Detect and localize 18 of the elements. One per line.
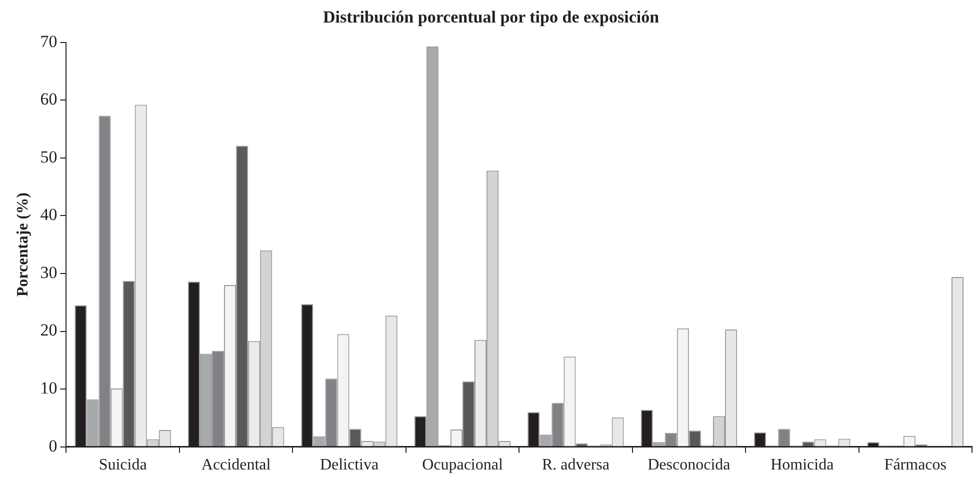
x-tick-label: Accidental: [201, 456, 272, 474]
y-tick-label: 30: [40, 262, 58, 282]
y-tick-label: 0: [48, 436, 58, 456]
y-tick-label: 40: [40, 205, 58, 224]
y-axis-title: Porcentaje (%): [14, 192, 32, 297]
x-tick-label: Homicida: [770, 456, 834, 474]
x-tick-label: Desconocida: [648, 456, 730, 474]
chart-title: Distribución porcentual por tipo de exposición: [322, 8, 660, 27]
x-tick-label: Ocupacional: [422, 456, 504, 474]
x-tick-label: Delictiva: [320, 456, 379, 474]
y-tick-label: 10: [40, 378, 58, 398]
y-tick-label: 70: [40, 32, 58, 51]
y-tick-label: 60: [40, 90, 58, 109]
y-tick-label: 50: [40, 147, 58, 166]
x-tick-label: Fármacos: [884, 456, 946, 474]
x-tick-label: Suicida: [98, 456, 147, 474]
y-tick-label: 20: [40, 320, 58, 340]
x-tick-label: R. adversa: [542, 456, 610, 474]
